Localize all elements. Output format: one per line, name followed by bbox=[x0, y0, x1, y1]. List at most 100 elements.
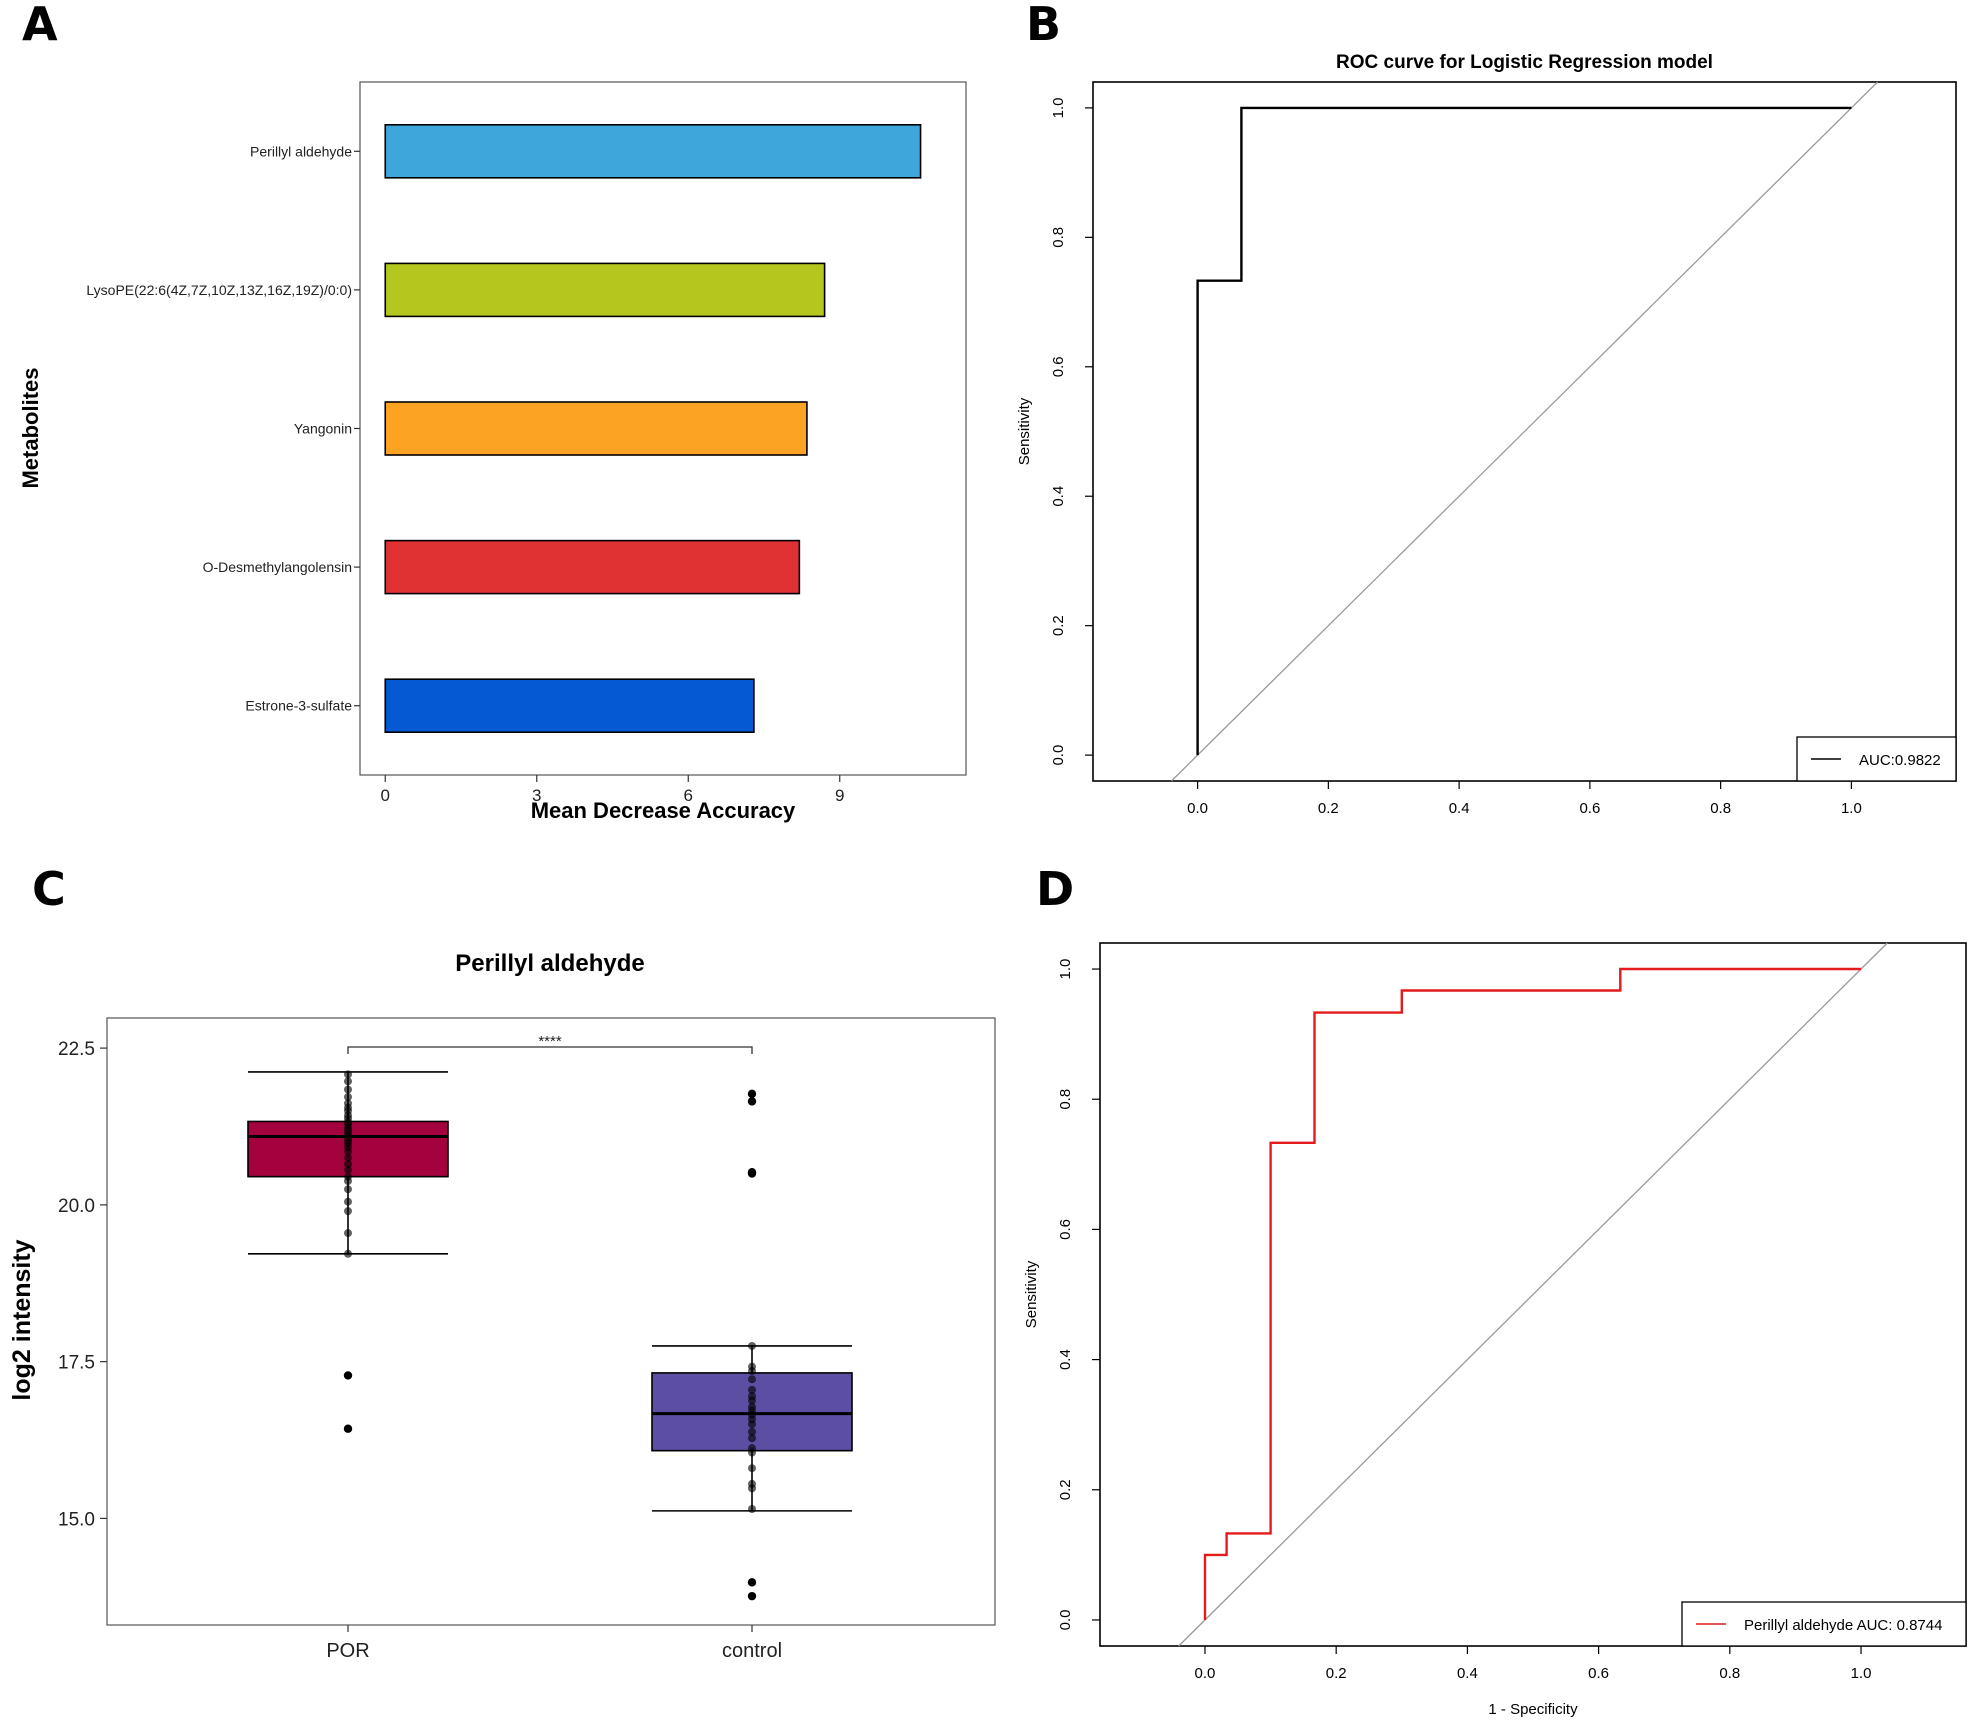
c-data-point bbox=[344, 1085, 352, 1094]
c-data-point bbox=[748, 1396, 756, 1405]
a-x-axis-label: Mean Decrease Accuracy bbox=[531, 798, 796, 823]
b-y-tick-label: 0.2 bbox=[1050, 615, 1067, 636]
d-legend-box bbox=[1681, 1601, 1967, 1647]
b-y-axis-label: Sensitivity bbox=[1016, 397, 1033, 465]
a-x-tick-label: 9 bbox=[835, 786, 844, 805]
c-data-point bbox=[748, 1484, 756, 1493]
c-data-point bbox=[748, 1341, 756, 1350]
panel-label-c: C bbox=[32, 862, 66, 916]
c-data-point bbox=[748, 1367, 756, 1376]
panel-b-roc-chart: 0.0 0.2 0.4 0.6 0.8 1.0 0.0 0.2 0.4 0.6 0.8 1.0 AUC:… bbox=[1016, 52, 1957, 817]
b-x-tick-label: 0.2 bbox=[1318, 800, 1339, 817]
c-outlier-point bbox=[747, 1578, 757, 1587]
c-data-point bbox=[748, 1427, 756, 1436]
b-y-tick-label: 0.0 bbox=[1050, 745, 1067, 766]
panel-c-box-plot: 15.0 17.5 20.0 22.5 POR control **** Perillyl a… bbox=[8, 950, 996, 1662]
d-y-tick-label: 1.0 bbox=[1057, 959, 1074, 980]
c-data-point bbox=[344, 1160, 352, 1169]
c-y-tick-label: 15.0 bbox=[58, 1509, 95, 1530]
b-y-tick-label: 0.8 bbox=[1050, 227, 1067, 248]
a-category-label: LysoPE(22:6(4Z,7Z,10Z,13Z,16Z,19Z)/0:0) bbox=[86, 282, 352, 298]
d-x-tick-label: 0.4 bbox=[1457, 1665, 1478, 1682]
c-data-point bbox=[748, 1448, 756, 1457]
c-significance-label: **** bbox=[538, 1033, 562, 1050]
a-bar-3 bbox=[384, 539, 801, 595]
b-roc-curve bbox=[1196, 106, 1852, 756]
b-x-tick-label: 0.4 bbox=[1449, 800, 1470, 817]
b-x-tick-label: 1.0 bbox=[1841, 800, 1862, 817]
c-outlier-point bbox=[343, 1424, 353, 1433]
c-data-point bbox=[344, 1177, 352, 1186]
a-bar-0 bbox=[384, 124, 922, 179]
a-category-label: Yangonin bbox=[294, 421, 352, 437]
d-x-tick-label: 0.0 bbox=[1195, 1665, 1216, 1682]
d-plot-frame bbox=[1099, 942, 1967, 1647]
d-x-tick-label: 0.6 bbox=[1588, 1665, 1609, 1682]
b-y-tick-label: 0.4 bbox=[1050, 486, 1067, 507]
panel-d-roc-chart: 0.0 0.2 0.4 0.6 0.8 1.0 0.0 0.2 0.4 0.6 0.8 1.0 Peri… bbox=[1023, 942, 1967, 1718]
c-data-point bbox=[344, 1147, 352, 1156]
c-y-axis-label: log2 intensity bbox=[8, 1239, 36, 1400]
c-data-point bbox=[344, 1093, 352, 1102]
d-y-tick-label: 0.4 bbox=[1057, 1349, 1074, 1370]
panel-label-a: A bbox=[22, 0, 58, 51]
c-data-point bbox=[344, 1185, 352, 1194]
d-x-axis-label: 1 - Specificity bbox=[1488, 1701, 1578, 1718]
c-data-point bbox=[748, 1385, 756, 1394]
c-outlier-point bbox=[747, 1097, 757, 1106]
c-plot-frame bbox=[106, 1017, 996, 1626]
b-y-tick-label: 0.6 bbox=[1050, 356, 1067, 377]
c-y-tick-label: 22.5 bbox=[58, 1039, 95, 1060]
b-y-tick-label: 1.0 bbox=[1050, 97, 1067, 118]
c-y-tick-label: 20.0 bbox=[58, 1196, 95, 1217]
c-outlier-point bbox=[747, 1169, 757, 1178]
d-y-tick-label: 0.0 bbox=[1057, 1610, 1074, 1631]
c-significance-bracket bbox=[347, 1046, 753, 1054]
c-outlier-point bbox=[343, 1371, 353, 1380]
a-x-tick-label: 3 bbox=[532, 786, 541, 805]
c-category-label: POR bbox=[326, 1640, 369, 1662]
d-x-tick-label: 1.0 bbox=[1851, 1665, 1872, 1682]
a-bar-4 bbox=[384, 678, 755, 734]
b-plot-frame bbox=[1092, 81, 1957, 782]
c-data-point bbox=[344, 1070, 352, 1079]
c-data-point bbox=[344, 1207, 352, 1216]
d-y-tick-label: 0.8 bbox=[1057, 1089, 1074, 1110]
d-legend-label: Perillyl aldehyde AUC: 0.8744 bbox=[1744, 1617, 1942, 1634]
c-data-point bbox=[344, 1077, 352, 1086]
panel-label-d: D bbox=[1036, 862, 1074, 916]
c-data-point bbox=[344, 1197, 352, 1206]
panel-a-bar-chart: Perillyl aldehyde LysoPE(22:6(4Z,7Z,10Z,1… bbox=[18, 81, 967, 823]
b-x-tick-label: 0.0 bbox=[1187, 800, 1208, 817]
c-data-point bbox=[748, 1504, 756, 1513]
d-y-axis-label: Sensitivity bbox=[1023, 1260, 1040, 1328]
a-x-tick-label: 6 bbox=[684, 786, 693, 805]
b-chart-title: ROC curve for Logistic Regression model bbox=[1336, 52, 1713, 73]
d-y-tick-label: 0.6 bbox=[1057, 1219, 1074, 1240]
a-bar-2 bbox=[384, 401, 808, 456]
d-roc-curve bbox=[1203, 967, 1861, 1620]
d-reference-diagonal bbox=[1178, 942, 1888, 1647]
panel-label-b: B bbox=[1026, 0, 1061, 51]
c-y-tick-label: 17.5 bbox=[58, 1353, 95, 1374]
c-data-point bbox=[344, 1153, 352, 1162]
c-outlier-point bbox=[747, 1089, 757, 1099]
d-y-tick-label: 0.2 bbox=[1057, 1479, 1074, 1500]
d-x-tick-label: 0.2 bbox=[1326, 1665, 1347, 1682]
c-data-point bbox=[748, 1375, 756, 1384]
c-data-point bbox=[748, 1464, 756, 1473]
c-data-point bbox=[344, 1165, 352, 1174]
a-category-label: O-Desmethylangolensin bbox=[203, 559, 352, 575]
a-y-axis-label: Metabolites bbox=[18, 367, 43, 488]
c-data-point bbox=[748, 1434, 756, 1443]
a-category-label: Perillyl aldehyde bbox=[250, 143, 352, 159]
b-legend-label: AUC:0.9822 bbox=[1859, 752, 1941, 769]
c-category-label: control bbox=[722, 1640, 782, 1662]
b-x-tick-label: 0.8 bbox=[1710, 800, 1731, 817]
b-x-tick-label: 0.6 bbox=[1579, 800, 1600, 817]
c-outlier-point bbox=[747, 1591, 757, 1601]
b-reference-diagonal bbox=[1170, 81, 1879, 782]
a-x-tick-label: 0 bbox=[381, 786, 390, 805]
a-category-label: Estrone-3-sulfate bbox=[245, 698, 352, 714]
